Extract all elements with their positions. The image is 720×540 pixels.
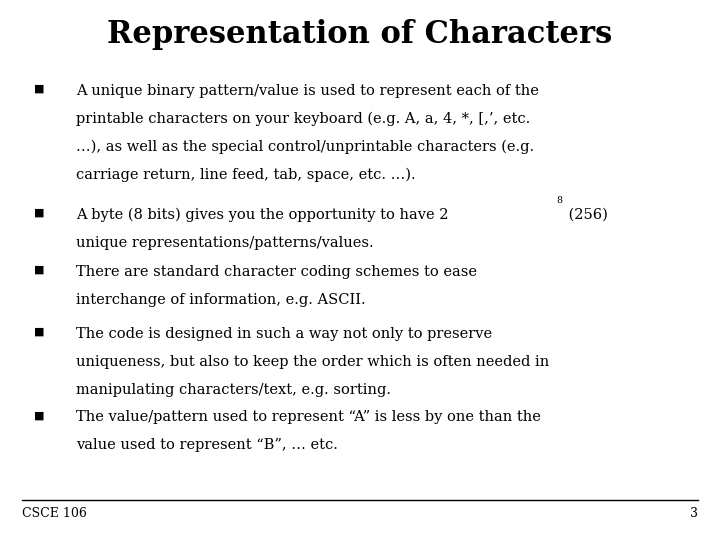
Text: There are standard character coding schemes to ease: There are standard character coding sche… <box>76 265 477 279</box>
Text: ■: ■ <box>35 265 45 275</box>
Text: interchange of information, e.g. ASCII.: interchange of information, e.g. ASCII. <box>76 293 365 307</box>
Text: 3: 3 <box>690 507 698 519</box>
Text: ■: ■ <box>35 327 45 337</box>
Text: ■: ■ <box>35 208 45 218</box>
Text: …), as well as the special control/unprintable characters (e.g.: …), as well as the special control/unpri… <box>76 140 534 154</box>
Text: 8: 8 <box>557 196 562 205</box>
Text: CSCE 106: CSCE 106 <box>22 507 86 519</box>
Text: manipulating characters/text, e.g. sorting.: manipulating characters/text, e.g. sorti… <box>76 383 391 397</box>
Text: The value/pattern used to represent “A” is less by one than the: The value/pattern used to represent “A” … <box>76 410 541 424</box>
Text: (256): (256) <box>564 208 608 222</box>
Text: A unique binary pattern/value is used to represent each of the: A unique binary pattern/value is used to… <box>76 84 539 98</box>
Text: value used to represent “B”, … etc.: value used to represent “B”, … etc. <box>76 438 338 453</box>
Text: A byte (8 bits) gives you the opportunity to have 2: A byte (8 bits) gives you the opportunit… <box>76 208 448 222</box>
Text: unique representations/patterns/values.: unique representations/patterns/values. <box>76 236 373 250</box>
Text: Representation of Characters: Representation of Characters <box>107 19 613 50</box>
Text: The code is designed in such a way not only to preserve: The code is designed in such a way not o… <box>76 327 492 341</box>
Text: ■: ■ <box>35 84 45 94</box>
Text: carriage return, line feed, tab, space, etc. …).: carriage return, line feed, tab, space, … <box>76 168 415 183</box>
Text: ■: ■ <box>35 410 45 421</box>
Text: uniqueness, but also to keep the order which is often needed in: uniqueness, but also to keep the order w… <box>76 355 549 369</box>
Text: 8: 8 <box>557 196 562 205</box>
Text: printable characters on your keyboard (e.g. A, a, 4, *, [,’, etc.: printable characters on your keyboard (e… <box>76 112 530 126</box>
